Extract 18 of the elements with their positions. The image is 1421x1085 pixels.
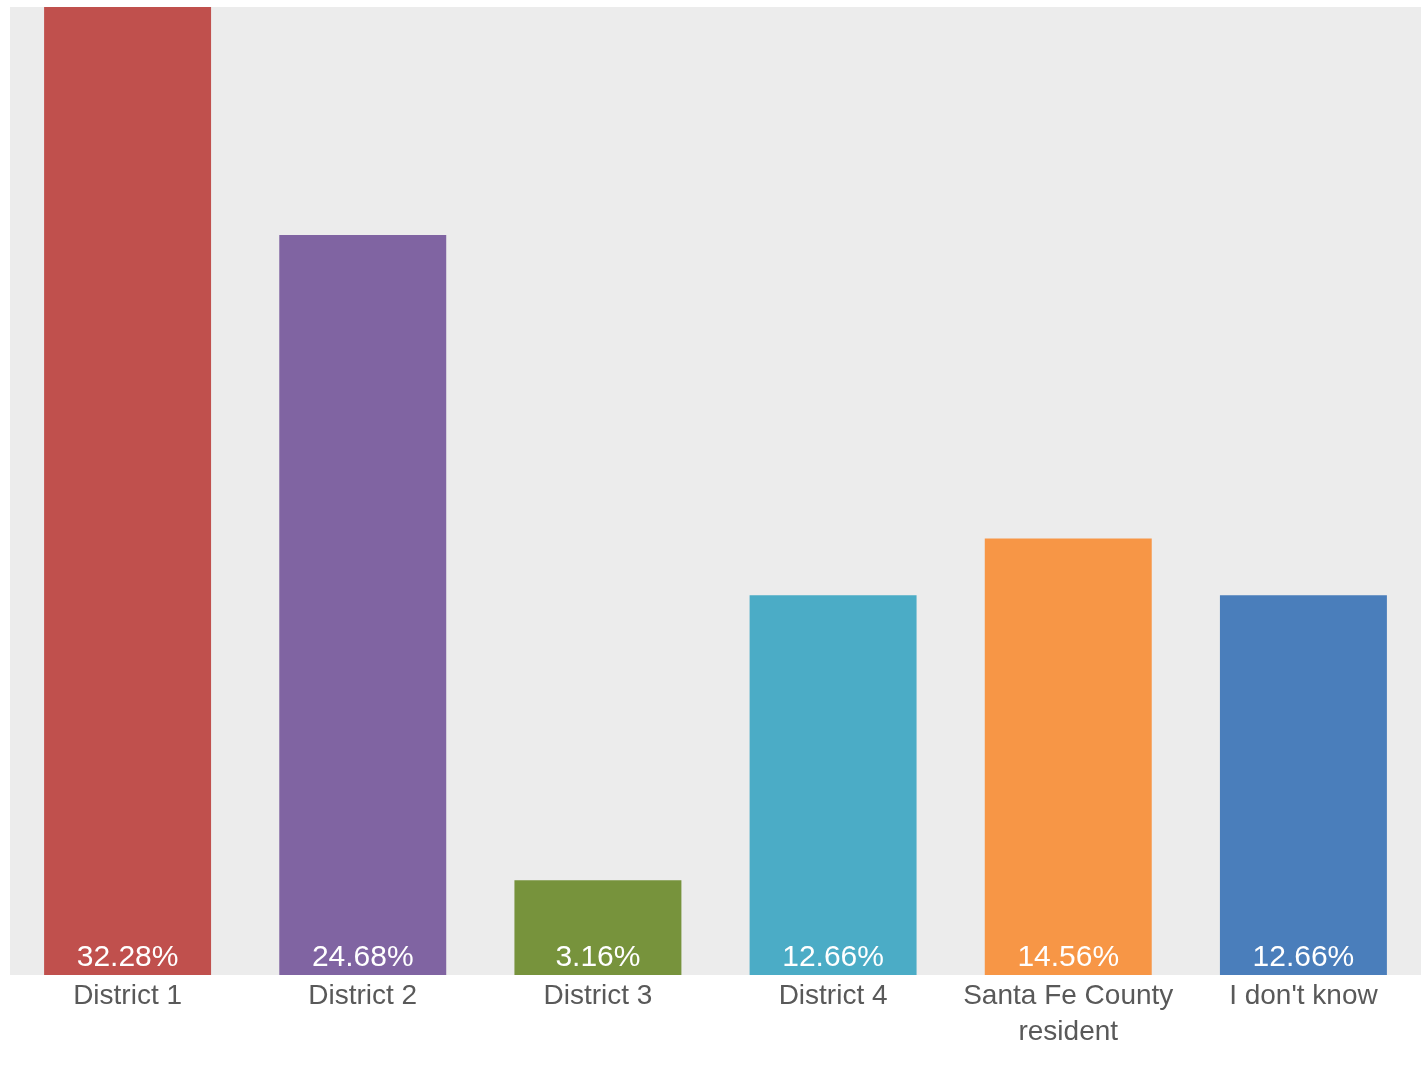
x-tick-label: District 4: [778, 979, 888, 1010]
x-tick-label: District 3: [543, 979, 653, 1010]
data-label: 14.56%: [1017, 939, 1120, 972]
data-label: 12.66%: [1252, 939, 1355, 972]
bar: [1219, 595, 1387, 975]
x-tick-label: District 2: [308, 979, 418, 1010]
data-label: 12.66%: [782, 939, 884, 972]
x-tick-label: I don't know: [1229, 979, 1379, 1010]
bar: [984, 538, 1152, 975]
bar: [514, 880, 682, 975]
data-label: 3.16%: [555, 939, 641, 972]
bar: [279, 234, 447, 975]
x-tick-label: District 1: [73, 979, 183, 1010]
bar: [749, 595, 917, 975]
bar: [44, 7, 212, 975]
x-tick-label: Santa Fe County resident: [963, 979, 1174, 1047]
data-label: 32.28%: [76, 939, 179, 972]
data-label: 24.68%: [311, 939, 414, 972]
